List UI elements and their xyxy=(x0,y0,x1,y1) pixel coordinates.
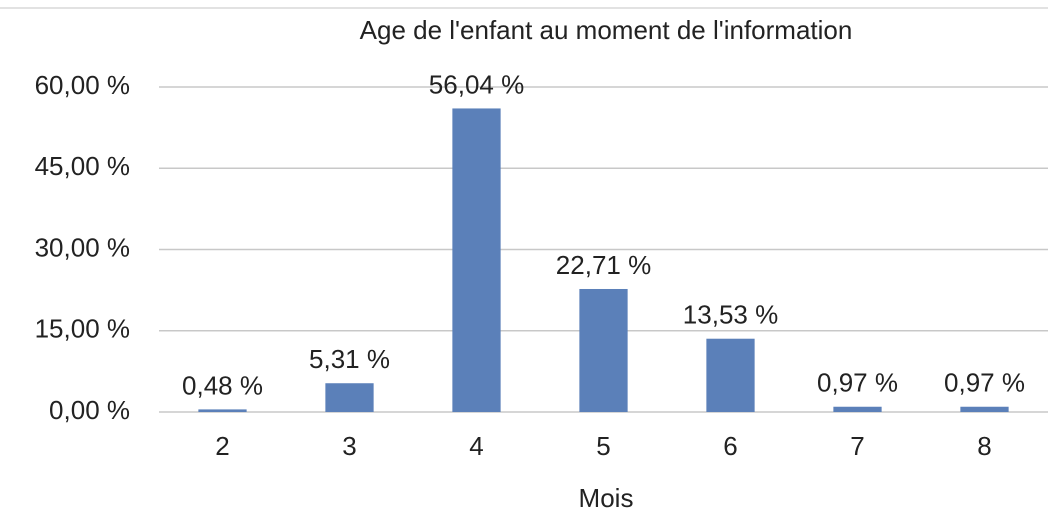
x-tick-label: 8 xyxy=(977,431,991,461)
bar xyxy=(706,338,755,412)
y-tick-label: 0,00 % xyxy=(49,395,130,425)
x-axis-label: Mois xyxy=(579,483,634,513)
y-tick-label: 45,00 % xyxy=(35,151,130,181)
y-tick-label: 60,00 % xyxy=(35,70,130,100)
y-tick-label: 30,00 % xyxy=(35,232,130,262)
x-tick-label: 5 xyxy=(596,431,610,461)
x-tick-label: 4 xyxy=(469,431,483,461)
data-label: 56,04 % xyxy=(429,69,524,99)
chart-title: Age de l'enfant au moment de l'informati… xyxy=(360,15,853,45)
data-label: 22,71 % xyxy=(556,250,651,280)
data-label: 0,97 % xyxy=(944,368,1025,398)
bar xyxy=(833,406,882,412)
bar xyxy=(452,108,501,412)
x-tick-label: 2 xyxy=(215,431,229,461)
bar xyxy=(579,288,628,412)
data-label: 5,31 % xyxy=(309,344,390,374)
x-tick-label: 7 xyxy=(850,431,864,461)
data-label: 0,97 % xyxy=(817,368,898,398)
bar xyxy=(198,409,247,412)
x-tick-label: 3 xyxy=(342,431,356,461)
data-label: 0,48 % xyxy=(182,370,263,400)
y-tick-label: 15,00 % xyxy=(35,314,130,344)
x-tick-label: 6 xyxy=(723,431,737,461)
bar xyxy=(960,406,1009,412)
bar xyxy=(325,383,374,412)
data-label: 13,53 % xyxy=(683,300,778,330)
